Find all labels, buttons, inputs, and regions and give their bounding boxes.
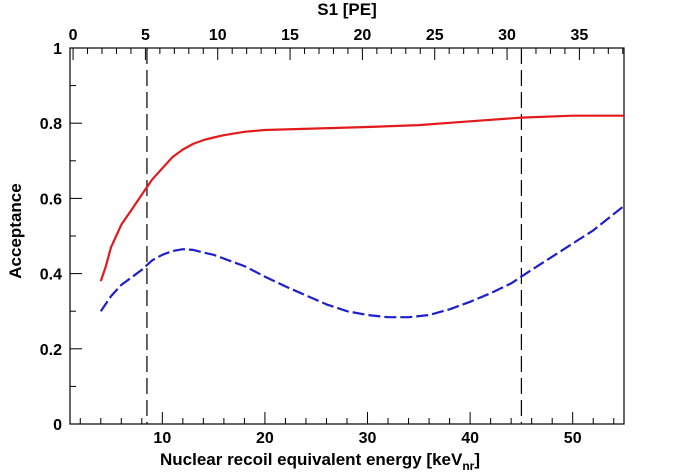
y-tick-label-5: 1 bbox=[53, 41, 62, 58]
top-tick-label-4: 20 bbox=[353, 27, 371, 44]
top-axis-title: S1 [PE] bbox=[317, 0, 377, 19]
y-tick-label-3: 0.6 bbox=[40, 191, 62, 208]
x-tick-label-2: 30 bbox=[359, 430, 377, 447]
x-tick-label-0: 10 bbox=[153, 430, 171, 447]
y-tick-label-2: 0.4 bbox=[40, 267, 62, 284]
series-0-line bbox=[99, 114, 624, 282]
top-tick-label-0: 0 bbox=[69, 27, 78, 44]
x-axis-title-suffix: ] bbox=[474, 450, 480, 469]
top-tick-label-5: 25 bbox=[426, 27, 444, 44]
y-tick-label-1: 0.2 bbox=[40, 342, 62, 359]
series-lines bbox=[99, 114, 625, 319]
top-tick-label-3: 15 bbox=[281, 27, 299, 44]
top-tick-label-7: 35 bbox=[570, 27, 588, 44]
y-tick-label-0: 0 bbox=[53, 417, 62, 434]
top-tick-label-2: 10 bbox=[209, 27, 227, 44]
y-axis-title: Acceptance bbox=[6, 183, 25, 278]
axis-ticks bbox=[70, 47, 624, 425]
x-axis-title-subscript: nr bbox=[462, 459, 474, 472]
plot-frame bbox=[69, 47, 625, 425]
x-axis-title: Nuclear recoil equivalent energy [keVnr] bbox=[160, 450, 480, 472]
x-tick-label-1: 20 bbox=[256, 430, 274, 447]
y-tick-label-4: 0.8 bbox=[40, 116, 62, 133]
x-tick-label-3: 40 bbox=[461, 430, 479, 447]
series-1-line bbox=[99, 205, 625, 319]
x-axis-title-main: Nuclear recoil equivalent energy [keV bbox=[160, 450, 463, 469]
top-tick-label-6: 30 bbox=[498, 27, 516, 44]
threshold-lines bbox=[146, 48, 523, 424]
x-tick-label-4: 50 bbox=[564, 430, 582, 447]
top-tick-label-1: 5 bbox=[141, 27, 150, 44]
